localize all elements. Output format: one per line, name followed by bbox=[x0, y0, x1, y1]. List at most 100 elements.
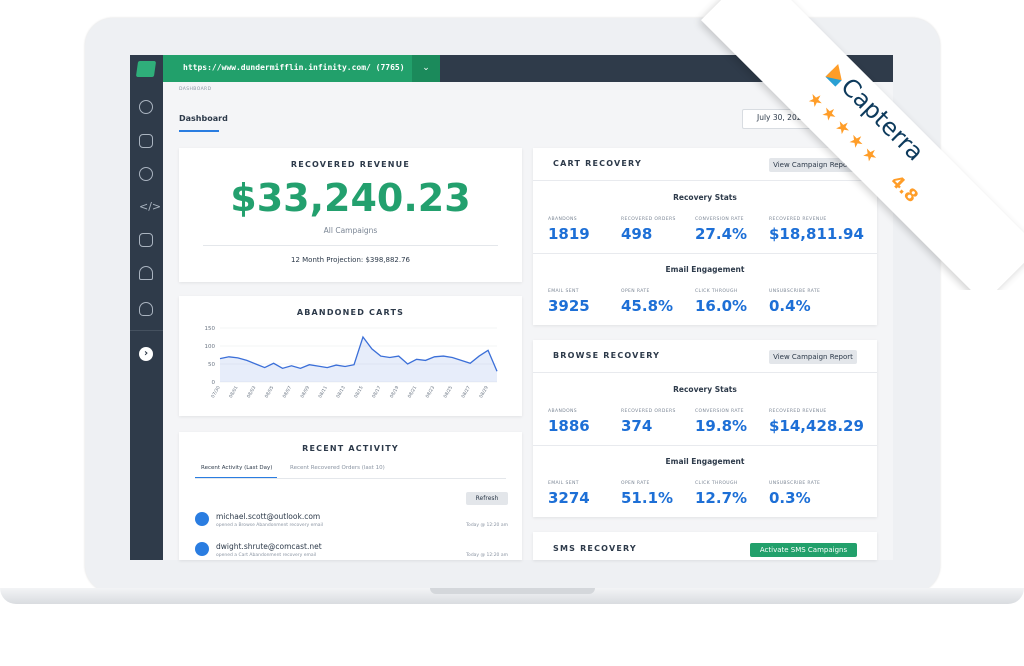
stat-label: ABANDONS bbox=[548, 409, 578, 414]
divider bbox=[533, 445, 877, 446]
x-tick-label: 08/03 bbox=[246, 385, 258, 399]
stat-label: ABANDONS bbox=[548, 217, 578, 222]
tab-underline bbox=[179, 130, 219, 132]
activity-time: Today @ 12:20 am bbox=[466, 523, 508, 528]
url-dropdown[interactable]: ⌄ bbox=[412, 55, 440, 82]
stat-label: CONVERSION RATE bbox=[695, 217, 744, 222]
recovery-card: BROWSE RECOVERY View Campaign Report Recov… bbox=[533, 340, 877, 517]
activate-button[interactable]: Activate SMS Campaigns bbox=[750, 543, 857, 557]
stat-value: 19.8% bbox=[695, 417, 748, 435]
breadcrumb: DASHBOARD bbox=[179, 87, 212, 92]
activity-email: michael.scott@outlook.com bbox=[216, 512, 321, 521]
stat-value: 3925 bbox=[548, 297, 590, 315]
x-tick-label: 08/25 bbox=[442, 385, 454, 399]
stat-label: EMAIL SENT bbox=[548, 289, 579, 294]
stat-label: RECOVERED ORDERS bbox=[621, 217, 676, 222]
stat-label: UNSUBSCRIBE RATE bbox=[769, 481, 821, 486]
y-tick-label: 100 bbox=[205, 344, 216, 350]
line-chart: 0 50 100 150 07/30 08/01 08/03 08/05 08/07 08/09 0… bbox=[205, 326, 498, 399]
card-title: BROWSE RECOVERY bbox=[553, 351, 661, 360]
y-tick-label: 0 bbox=[212, 380, 216, 386]
activity-tab[interactable]: Recent Recovered Orders (last 10) bbox=[290, 465, 385, 471]
nav-icon[interactable] bbox=[139, 266, 153, 280]
activity-email: dwight.shrute@comcast.net bbox=[216, 542, 322, 551]
stat-value: $18,811.94 bbox=[769, 225, 864, 243]
refresh-label: Refresh bbox=[475, 495, 499, 502]
x-tick-label: 07/30 bbox=[210, 385, 222, 399]
stat-value: 1819 bbox=[548, 225, 590, 243]
chart-card: ABANDONED CARTS 0 50 100 150 07/30 08/01 08/03… bbox=[179, 296, 522, 416]
nav-icon[interactable]: </> bbox=[139, 200, 162, 213]
activity-icon bbox=[195, 512, 209, 526]
stat-value: 51.1% bbox=[621, 489, 674, 507]
x-tick-label: 08/19 bbox=[389, 385, 401, 399]
stat-value: 0.4% bbox=[769, 297, 811, 315]
tab[interactable]: Dashboard bbox=[179, 114, 228, 123]
activity-icon bbox=[195, 542, 209, 556]
x-tick-label: 08/01 bbox=[228, 385, 240, 399]
y-tick-label: 150 bbox=[205, 326, 216, 332]
stat-value: 374 bbox=[621, 417, 653, 435]
y-tick-label: 50 bbox=[208, 362, 215, 368]
x-tick-label: 08/07 bbox=[282, 385, 294, 399]
report-button[interactable]: View Campaign Report bbox=[769, 158, 857, 172]
badge-clip: Capterra ★★★★★ 4.8 bbox=[680, 0, 1024, 290]
badge-ribbon: Capterra ★★★★★ 4.8 bbox=[701, 0, 1024, 290]
revenue-card: RECOVERED REVENUE $33,240.23 All Campaig… bbox=[179, 148, 522, 282]
revenue-subtitle: All Campaigns bbox=[323, 226, 378, 235]
laptop-notch bbox=[430, 588, 595, 594]
nav-icon[interactable] bbox=[139, 233, 153, 247]
activity-tab[interactable]: Recent Activity (Last Day) bbox=[201, 465, 273, 471]
stat-label: OPEN RATE bbox=[621, 289, 650, 294]
line-series bbox=[219, 335, 498, 372]
x-tick-label: 08/27 bbox=[460, 385, 472, 399]
url-text: https://www.dundermifflin.infinity.com/ … bbox=[183, 63, 405, 72]
stat-label: CONVERSION RATE bbox=[695, 409, 744, 414]
card-title: SMS RECOVERY bbox=[553, 544, 637, 553]
projection: 12 Month Projection: $398,882.76 bbox=[290, 256, 411, 264]
card-title: CART RECOVERY bbox=[553, 159, 642, 168]
stat-label: UNSUBSCRIBE RATE bbox=[769, 289, 821, 294]
activity-time: Today @ 12:20 am bbox=[466, 553, 508, 558]
refresh-button[interactable]: Refresh bbox=[466, 492, 508, 505]
stat-label: CLICK THROUGH bbox=[695, 481, 738, 486]
tab-underline bbox=[195, 477, 277, 479]
stat-label: RECOVERED REVENUE bbox=[769, 409, 827, 414]
stat-value: 1886 bbox=[548, 417, 590, 435]
section-heading: Recovery Stats bbox=[673, 193, 737, 202]
sidebar-divider bbox=[130, 330, 163, 331]
sms-card: SMS RECOVERY Activate SMS Campaigns bbox=[533, 532, 877, 560]
stat-label: CLICK THROUGH bbox=[695, 289, 738, 294]
divider bbox=[533, 180, 877, 181]
divider bbox=[533, 253, 877, 254]
x-tick-label: 08/17 bbox=[371, 385, 383, 399]
section-heading: Recovery Stats bbox=[673, 385, 737, 394]
stat-label: RECOVERED REVENUE bbox=[769, 217, 827, 222]
stat-value: $14,428.29 bbox=[769, 417, 864, 435]
stat-value: 12.7% bbox=[695, 489, 748, 507]
logo bbox=[135, 61, 157, 77]
activity-action: opened a Browse Abandonment recovery ema… bbox=[216, 523, 324, 528]
report-button[interactable]: View Campaign Report bbox=[769, 350, 857, 364]
stat-label: OPEN RATE bbox=[621, 481, 650, 486]
line-area bbox=[220, 337, 497, 382]
stat-value: 45.8% bbox=[621, 297, 674, 315]
divider bbox=[203, 245, 498, 246]
x-tick-label: 08/29 bbox=[478, 385, 490, 399]
stat-value: 3274 bbox=[548, 489, 590, 507]
url-bar[interactable] bbox=[163, 55, 412, 82]
laptop-base bbox=[0, 588, 1024, 604]
x-tick-label: 08/21 bbox=[407, 385, 419, 399]
nav-icon[interactable] bbox=[139, 302, 153, 316]
stat-label: EMAIL SENT bbox=[548, 481, 579, 486]
expand-button[interactable]: › bbox=[139, 347, 153, 361]
x-tick-label: 08/11 bbox=[317, 385, 329, 399]
activity-action: opened a Cart Abandonment recovery email bbox=[216, 553, 317, 558]
card-title: ABANDONED CARTS bbox=[296, 308, 405, 317]
date-text: July 30, 2020 bbox=[757, 113, 807, 122]
nav-icon[interactable] bbox=[139, 167, 153, 181]
recovery-card: CART RECOVERY View Campaign Report Recover… bbox=[533, 148, 877, 325]
divider bbox=[533, 372, 877, 373]
nav-icon[interactable] bbox=[139, 100, 153, 114]
nav-icon[interactable] bbox=[139, 134, 153, 148]
